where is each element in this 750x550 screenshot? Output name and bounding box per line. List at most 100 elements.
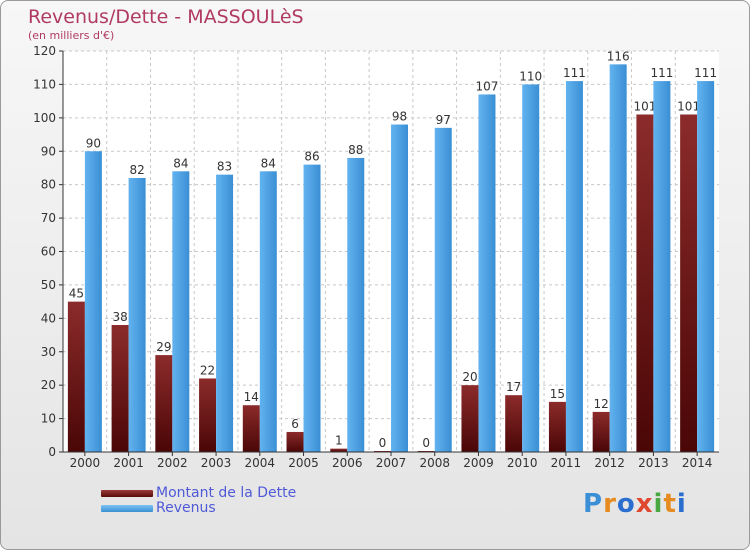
bar-montant-dette: [286, 431, 304, 452]
bar-montant-dette: [505, 395, 523, 452]
data-label-revenus: 111: [650, 66, 673, 80]
data-label-montant-dette: 101: [677, 99, 700, 113]
y-tick-label: 0: [48, 445, 56, 459]
legend-label-debt: Montant de la Dette: [156, 485, 297, 501]
bar-revenus: [391, 124, 408, 453]
data-label-revenus: 110: [519, 69, 542, 83]
y-tick-label: 30: [41, 345, 56, 359]
x-tick-label: 2005: [288, 456, 319, 470]
y-tick-label: 20: [41, 378, 56, 392]
bar-montant-dette: [680, 114, 698, 452]
legend-label-revenus: Revenus: [156, 500, 216, 516]
bar-revenus: [347, 157, 365, 452]
data-label-montant-dette: 17: [506, 380, 521, 394]
bar-montant-dette: [330, 448, 348, 452]
logo-letter: i: [653, 489, 664, 519]
bar-montant-dette: [548, 401, 566, 452]
data-label-revenus: 86: [304, 150, 319, 164]
logo-letter: i: [676, 489, 687, 519]
data-label-montant-dette: 0: [379, 436, 387, 450]
bar-revenus: [434, 127, 452, 452]
chart-subtitle: (en milliers d'€): [28, 29, 115, 42]
legend-swatch-debt: [101, 490, 153, 497]
data-label-revenus: 111: [694, 66, 717, 80]
bar-revenus: [653, 81, 671, 452]
y-tick-label: 120: [33, 44, 56, 58]
data-label-montant-dette: 14: [244, 390, 259, 404]
data-label-montant-dette: 22: [200, 363, 215, 377]
bar-revenus: [522, 84, 540, 453]
logo-letter: t: [663, 489, 677, 519]
bar-revenus: [216, 174, 234, 452]
y-tick-label: 90: [41, 144, 56, 158]
data-label-montant-dette: 45: [69, 287, 84, 301]
bar-revenus: [609, 64, 627, 452]
bar-revenus: [259, 171, 277, 453]
x-tick-label: 2003: [201, 456, 232, 470]
logo-letter: r: [603, 489, 617, 519]
bar-montant-dette: [155, 355, 173, 452]
legend-swatch-revenus: [101, 505, 153, 512]
y-tick-label: 100: [33, 111, 56, 125]
data-label-revenus: 84: [173, 156, 188, 170]
y-tick-label: 70: [41, 211, 56, 225]
data-label-montant-dette: 12: [594, 397, 609, 411]
data-label-montant-dette: 6: [291, 417, 299, 431]
data-label-revenus: 83: [217, 160, 232, 174]
chart-title: Revenus/Dette - MASSOULèS: [28, 6, 304, 28]
data-label-montant-dette: 0: [422, 436, 430, 450]
bar-revenus: [565, 81, 583, 452]
bar-montant-dette: [199, 378, 217, 452]
data-label-revenus: 107: [476, 79, 499, 93]
data-label-revenus: 111: [563, 66, 586, 80]
y-tick-label: 50: [41, 278, 56, 292]
y-tick-label: 110: [33, 77, 56, 91]
data-label-montant-dette: 29: [156, 340, 171, 354]
data-label-montant-dette: 15: [550, 387, 565, 401]
x-tick-label: 2012: [594, 456, 625, 470]
y-tick-label: 80: [41, 178, 56, 192]
bar-revenus: [478, 94, 496, 453]
x-tick-label: 2004: [245, 456, 276, 470]
logo-letter: P: [583, 489, 604, 519]
x-tick-label: 2000: [70, 456, 101, 470]
x-tick-label: 2008: [419, 456, 450, 470]
bar-revenus: [84, 151, 102, 452]
x-tick-label: 2010: [507, 456, 538, 470]
bar-montant-dette: [67, 301, 85, 452]
bar-revenus: [128, 177, 146, 452]
data-label-revenus: 90: [86, 136, 101, 150]
x-tick-label: 2006: [332, 456, 363, 470]
data-label-revenus: 84: [261, 156, 276, 170]
y-tick-label: 10: [41, 412, 56, 426]
bar-montant-dette: [242, 405, 260, 452]
x-tick-label: 2014: [682, 456, 713, 470]
y-tick-label: 40: [41, 311, 56, 325]
data-label-montant-dette: 1: [335, 434, 343, 448]
x-tick-label: 2001: [113, 456, 144, 470]
x-tick-label: 2011: [551, 456, 582, 470]
bars-layer: 45 90 38 82 29 84 22 83 14 84 6 86 1 88 0 98 0 97 20 107 17 1…: [67, 49, 717, 453]
x-tick-label: 2007: [376, 456, 407, 470]
data-label-revenus: 97: [436, 113, 451, 127]
proxiti-logo: Proxiti: [583, 489, 687, 519]
data-label-revenus: 116: [607, 49, 630, 63]
data-label-revenus: 82: [129, 163, 144, 177]
data-label-montant-dette: 101: [633, 99, 656, 113]
logo-letter: o: [616, 489, 636, 519]
logo-letter: x: [635, 489, 654, 519]
bar-montant-dette: [592, 411, 610, 452]
bar-revenus: [303, 164, 321, 452]
x-tick-label: 2002: [157, 456, 188, 470]
bar-montant-dette: [461, 385, 479, 452]
bar-montant-dette: [636, 114, 654, 452]
x-tick-label: 2009: [463, 456, 494, 470]
data-label-revenus: 88: [348, 143, 363, 157]
x-tick-label: 2013: [638, 456, 669, 470]
data-label-revenus: 98: [392, 110, 407, 124]
bar-revenus: [172, 171, 190, 453]
y-tick-label: 60: [41, 245, 56, 259]
